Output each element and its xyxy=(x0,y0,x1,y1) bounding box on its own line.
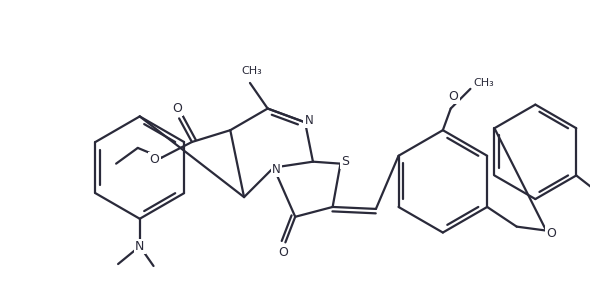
Text: S: S xyxy=(341,155,349,168)
Text: CH₃: CH₃ xyxy=(474,78,494,88)
Text: N: N xyxy=(305,114,313,127)
Text: O: O xyxy=(172,102,182,115)
Text: O: O xyxy=(449,90,458,103)
Text: O: O xyxy=(546,227,556,240)
Text: N: N xyxy=(135,240,145,253)
Text: N: N xyxy=(272,163,281,176)
Text: CH₃: CH₃ xyxy=(242,66,262,76)
Text: O: O xyxy=(149,153,160,166)
Text: O: O xyxy=(278,246,289,259)
